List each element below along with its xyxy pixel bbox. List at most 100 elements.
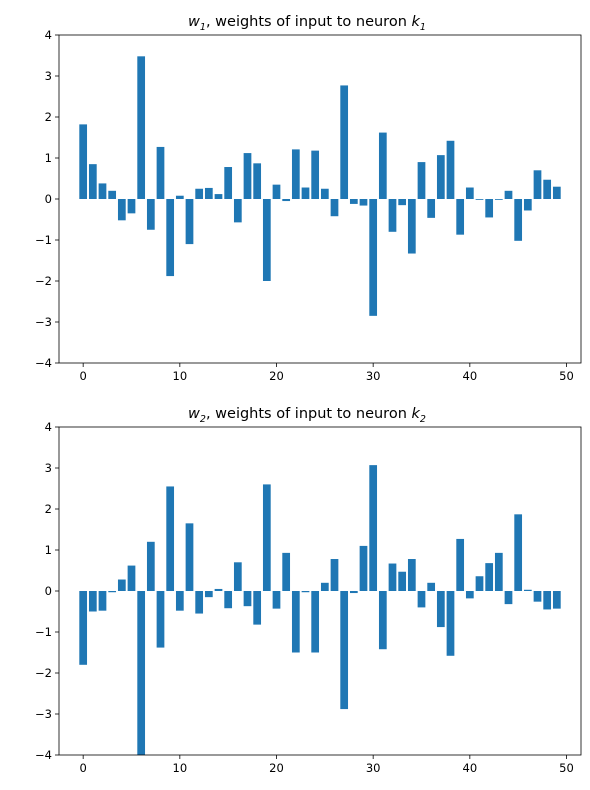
bar: [398, 199, 407, 206]
bar: [475, 199, 484, 200]
y-tick-label: 0: [45, 584, 52, 598]
bar: [427, 582, 436, 591]
bar: [398, 571, 407, 591]
bar: [272, 591, 281, 609]
x-tick-label: 20: [269, 761, 284, 775]
bar: [98, 183, 107, 199]
x-tick-label: 20: [269, 369, 284, 383]
title-text: , weights of input to neuron: [206, 406, 412, 422]
bar: [88, 591, 97, 612]
bar: [117, 199, 126, 221]
title-text: , weights of input to neuron: [206, 14, 412, 30]
bar: [533, 170, 542, 199]
bar: [224, 167, 233, 199]
y-tick-label: 4: [45, 28, 52, 42]
y-tick-label: 3: [45, 69, 52, 83]
x-tick-label: 30: [366, 761, 381, 775]
bar: [504, 190, 513, 199]
bar: [311, 591, 320, 653]
bar: [253, 163, 262, 199]
y-tick-label: −2: [35, 666, 52, 680]
y-tick-label: 0: [45, 192, 52, 206]
bar: [378, 591, 387, 650]
bar: [88, 164, 97, 199]
bar: [117, 579, 126, 591]
bar: [456, 538, 465, 591]
y-tick-label: −3: [35, 707, 52, 721]
bar: [233, 562, 242, 591]
bar: [359, 545, 368, 591]
bar: [417, 162, 426, 199]
y-tick-label: 4: [45, 420, 52, 434]
bar: [504, 591, 513, 605]
bar: [475, 576, 484, 591]
y-axis-ticks: −4 −3 −2 −1 0 1 2 3 4: [35, 420, 59, 762]
chart-w2: w2, weights of input to neuron k2 0 10 20 3…: [35, 406, 582, 775]
bar: [494, 199, 503, 200]
bar: [543, 591, 552, 610]
bar: [533, 591, 542, 602]
bar: [146, 541, 155, 591]
chart-w1: w1, weights of input to neuron k1 0 10 20 3…: [35, 14, 582, 383]
bar: [378, 132, 387, 199]
bar: [195, 188, 204, 199]
title-neuron: k: [412, 14, 421, 30]
y-tick-label: 1: [45, 543, 52, 557]
bar: [436, 591, 445, 628]
bar: [214, 194, 223, 199]
bar: [320, 188, 329, 199]
title-var-subscript: 1: [200, 22, 206, 33]
bar: [224, 591, 233, 609]
bar: [388, 199, 397, 232]
bar: [185, 199, 194, 245]
chart-title: w2, weights of input to neuron k2: [188, 406, 426, 425]
bar: [465, 591, 474, 599]
bar: [446, 140, 455, 199]
title-neuron-subscript: 2: [420, 414, 426, 425]
y-tick-label: −4: [35, 356, 52, 370]
bar: [552, 591, 561, 609]
bar: [156, 591, 165, 648]
bar: [320, 582, 329, 591]
bar: [446, 591, 455, 656]
bar: [543, 179, 552, 199]
bar: [485, 199, 494, 218]
bar: [349, 591, 358, 594]
y-tick-label: −4: [35, 748, 52, 762]
x-tick-label: 0: [80, 369, 87, 383]
y-tick-label: −2: [35, 274, 52, 288]
bar: [407, 199, 416, 254]
bar: [456, 199, 465, 235]
bar: [417, 591, 426, 608]
bar: [301, 187, 310, 199]
title-var: w: [188, 14, 200, 30]
bar: [146, 199, 155, 230]
bar: [436, 155, 445, 199]
bar: [262, 199, 271, 281]
bar: [127, 565, 136, 591]
bar: [204, 187, 213, 199]
bar: [552, 186, 561, 199]
title-var-subscript: 2: [200, 414, 206, 425]
bar: [349, 199, 358, 204]
y-tick-label: 3: [45, 461, 52, 475]
bar: [185, 523, 194, 591]
bar: [253, 591, 262, 625]
bar: [282, 552, 291, 591]
x-tick-label: 10: [173, 761, 188, 775]
bar: [465, 187, 474, 199]
bar: [291, 149, 300, 199]
x-tick-label: 0: [80, 761, 87, 775]
bar: [514, 199, 523, 241]
bar: [291, 591, 300, 653]
bar: [523, 199, 532, 211]
x-tick-label: 30: [366, 369, 381, 383]
bar: [166, 199, 175, 277]
bar: [233, 199, 242, 223]
x-tick-label: 50: [559, 369, 574, 383]
bar: [243, 591, 252, 607]
bar: [243, 153, 252, 199]
bar: [175, 591, 184, 611]
bar: [108, 591, 117, 593]
